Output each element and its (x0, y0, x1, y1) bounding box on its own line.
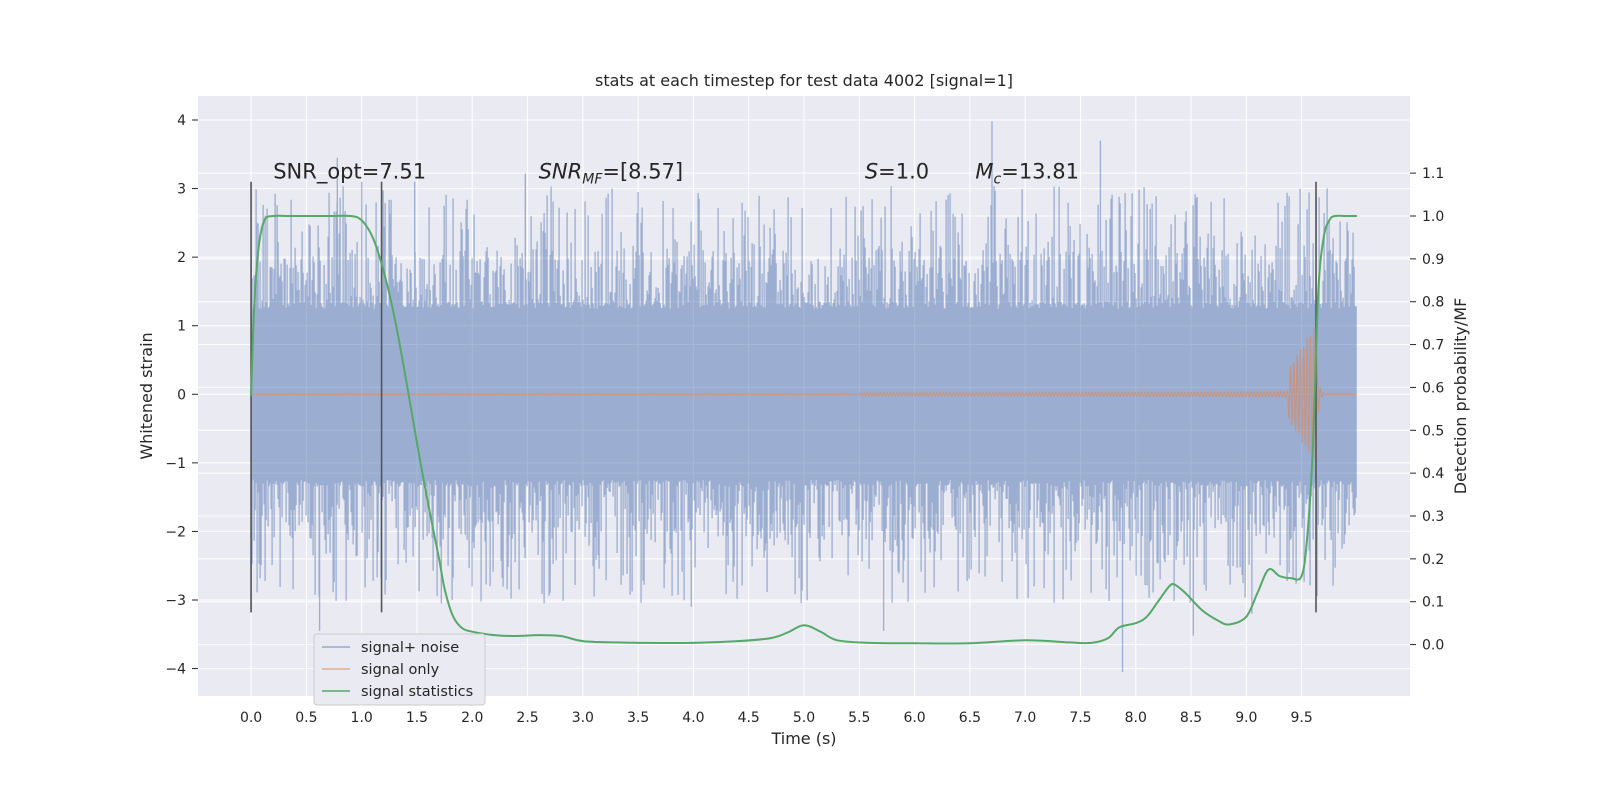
x-tick-label: 1.5 (406, 710, 428, 726)
y-right-tick-label: 0.0 (1422, 638, 1444, 654)
annotation-1: SNRMF=[8.57] (539, 159, 684, 187)
y-tick-label: −3 (165, 593, 186, 609)
annotation-2: S=1.0 (865, 159, 929, 183)
annotation-value: =13.81 (1001, 159, 1079, 183)
x-tick-label: 8.5 (1180, 710, 1202, 726)
annotation-value: =1.0 (878, 159, 929, 183)
x-tick-label: 0.0 (240, 710, 262, 726)
signal-series-layer (250, 327, 1357, 460)
y-axis-label-right: Detection probability/MF (1451, 298, 1470, 495)
x-tick-label: 4.0 (682, 710, 704, 726)
y-right-tick-label: 0.6 (1422, 380, 1444, 396)
y-tick-label: 4 (177, 113, 186, 129)
y-tick-label: −2 (165, 524, 186, 540)
y-tick-label: −1 (165, 456, 186, 472)
annotation-symbol: M (975, 159, 993, 183)
y-right-tick-label: 0.4 (1422, 466, 1444, 482)
y-right-tick-label: 0.9 (1422, 252, 1444, 268)
x-tick-label: 6.5 (959, 710, 981, 726)
annotation-subscript: c (994, 171, 1002, 187)
annotation-3: Mc=13.81 (975, 159, 1079, 187)
y-tick-label: 3 (177, 182, 186, 198)
y-tick-label: 2 (177, 250, 186, 266)
x-tick-label: 5.5 (848, 710, 870, 726)
y-right-tick-label: 1.0 (1422, 209, 1444, 225)
x-tick-label: 1.0 (351, 710, 373, 726)
y-axis-label: Whitened strain (137, 332, 156, 459)
x-tick-label: 2.0 (461, 710, 483, 726)
x-tick-label: 4.5 (738, 710, 760, 726)
x-tick-label: 2.5 (516, 710, 538, 726)
x-tick-label: 6.0 (903, 710, 925, 726)
x-tick-label: 3.5 (627, 710, 649, 726)
chart-title: stats at each timestep for test data 400… (595, 71, 1013, 90)
x-tick-label: 9.5 (1290, 710, 1312, 726)
tick-layer: 0.0 0.5 1.0 1.5 2.0 2.5 3.0 3.5 4.0 4.5 5.0 5.5 6.0 6… (165, 113, 1444, 726)
annotation-subscript: MF (582, 171, 603, 187)
annotation-symbol: S (865, 159, 878, 183)
y-right-tick-label: 0.2 (1422, 552, 1444, 568)
x-tick-label: 5.0 (793, 710, 815, 726)
annotation-symbol: SNR (539, 159, 583, 183)
x-axis-label: Time (s) (770, 729, 836, 748)
x-tick-label: 0.5 (295, 710, 317, 726)
signal-only-path (250, 327, 1357, 460)
vertical-marker-layer (250, 181, 1317, 613)
legend-box (313, 633, 486, 706)
y-right-tick-label: 1.1 (1422, 166, 1444, 182)
annotation-layer: SNR_opt=7.51 SNRMF=[8.57] S=1.0 Mc=13.81 (273, 159, 1079, 187)
y-right-tick-label: 0.5 (1422, 423, 1444, 439)
legend: signal+ noise signal only signal statist… (313, 633, 486, 706)
x-tick-label: 7.5 (1069, 710, 1091, 726)
x-tick-label: 7.0 (1014, 710, 1036, 726)
y-right-tick-label: 0.7 (1422, 338, 1444, 354)
legend-label-signal: signal only (361, 662, 440, 678)
y-right-tick-label: 0.3 (1422, 509, 1444, 525)
x-tick-label: 3.0 (572, 710, 594, 726)
y-right-tick-label: 0.8 (1422, 295, 1444, 311)
x-tick-label: 8.0 (1125, 710, 1147, 726)
legend-label-noise: signal+ noise (361, 640, 459, 656)
annotation-value: =[8.57] (602, 159, 683, 183)
y-tick-label: 1 (177, 319, 186, 335)
stats-series-layer (250, 214, 1357, 645)
x-tick-label: 9.0 (1235, 710, 1257, 726)
y-right-tick-label: 0.1 (1422, 595, 1444, 611)
annotation-0: SNR_opt=7.51 (273, 159, 426, 184)
y-tick-label: −4 (165, 662, 186, 678)
legend-label-stats: signal statistics (361, 684, 473, 700)
signal-statistics-path (250, 214, 1357, 645)
y-tick-label: 0 (177, 387, 186, 403)
